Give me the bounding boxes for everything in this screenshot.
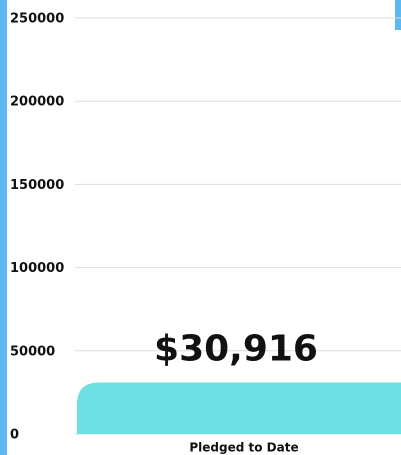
value-label: $30,916 bbox=[154, 329, 318, 370]
y-tick-label: 150000 bbox=[10, 178, 64, 193]
y-tick-label: 250000 bbox=[10, 12, 64, 27]
y-tick-label: 200000 bbox=[10, 95, 64, 110]
y-tick-label: 50000 bbox=[10, 344, 55, 359]
y-tick-label: 100000 bbox=[10, 261, 64, 276]
left-border bbox=[0, 0, 7, 455]
right-border bbox=[395, 0, 401, 30]
bar bbox=[77, 382, 401, 434]
x-tick-label: Pledged to Date bbox=[189, 441, 298, 455]
y-tick-label: 0 bbox=[10, 428, 19, 443]
